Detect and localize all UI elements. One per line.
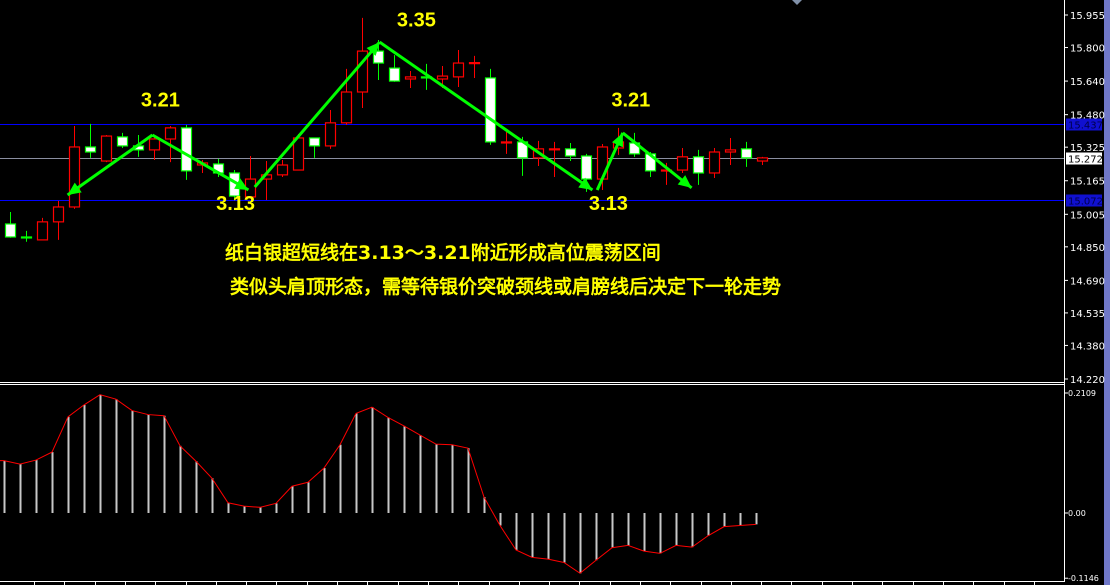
candle-down (4, 223, 17, 238)
candle-up (676, 156, 689, 171)
arrow-head-icon (578, 177, 593, 190)
y-tick-label: 15.955 (1070, 11, 1105, 22)
price-badge-label: 15.272 (1068, 155, 1103, 166)
candle-up (548, 148, 561, 151)
candle-down (740, 148, 753, 159)
price-annotation: 3.13 (216, 193, 255, 215)
histogram-line (0, 394, 757, 574)
candle-down (116, 136, 129, 147)
candle-up (452, 62, 465, 78)
y-tick-label: 14.850 (1070, 243, 1105, 254)
arrow-head-icon (234, 178, 249, 190)
trend-arrow (378, 40, 594, 192)
candle-down (84, 146, 97, 153)
trend-arrow (621, 131, 693, 190)
arrow-head-icon (366, 42, 380, 56)
y-tick-label: 15.800 (1070, 44, 1105, 55)
price-annotation: 3.13 (589, 193, 628, 215)
candle-up (68, 146, 81, 208)
candle-down (308, 137, 321, 147)
y-tick-label: 14.220 (1070, 375, 1105, 386)
note-line-2: 类似头肩顶形态，需等待银价突破颈线或肩膀线后决定下一轮走势 (230, 275, 781, 298)
candle-up (148, 138, 161, 151)
candle-up (596, 146, 609, 180)
y-tick-label: 14.535 (1070, 309, 1105, 320)
candle-up (436, 75, 449, 80)
arrow-head-icon (67, 182, 82, 196)
candle-up (36, 221, 49, 241)
candle-down (484, 77, 497, 143)
indicator-tick-label: 0.00 (1068, 509, 1086, 518)
candle-up (340, 91, 353, 124)
candle-down (692, 156, 705, 174)
candle-down (388, 67, 401, 82)
y-tick-label: 15.005 (1070, 210, 1105, 221)
trend-arrow (253, 41, 381, 189)
candle-up (404, 76, 417, 80)
candle-up (724, 149, 737, 153)
trend-arrow (151, 133, 250, 192)
candle-down (180, 127, 193, 172)
price-annotation: 3.35 (397, 10, 436, 32)
right-scroll-strip[interactable] (1104, 0, 1110, 585)
y-tick-label: 14.690 (1070, 276, 1105, 287)
y-tick-label: 15.480 (1070, 111, 1105, 122)
price-badge (1066, 118, 1102, 131)
price-badge-label: 15.437 (1068, 121, 1103, 132)
candle-up (276, 164, 289, 176)
note-line-1: 纸白银超短线在3.13～3.21附近形成高位震荡区间 (225, 241, 661, 264)
price-badge-label: 15.072 (1068, 197, 1103, 208)
candle-down (580, 155, 593, 180)
candle-up (164, 127, 177, 140)
candle-up (324, 122, 337, 147)
candle-up (100, 135, 113, 162)
candle-up (500, 141, 513, 144)
y-tick-label: 14.380 (1070, 341, 1105, 352)
trend-arrow (66, 133, 154, 197)
chart-shift-marker-icon[interactable] (792, 0, 802, 5)
candle-up (468, 62, 481, 65)
price-badge (1066, 152, 1102, 165)
y-tick-label: 15.165 (1070, 177, 1105, 188)
price-annotation: 3.21 (141, 90, 180, 112)
candle-up (52, 206, 65, 223)
candle-up (356, 50, 369, 93)
indicator-tick-label: 0.2109 (1068, 389, 1096, 398)
price-annotation: 3.21 (611, 90, 650, 112)
candle-up (708, 151, 721, 174)
arrow-head-icon (612, 132, 623, 148)
price-badge (1066, 194, 1102, 207)
candle-up (756, 157, 769, 162)
y-tick-label: 15.325 (1070, 143, 1105, 154)
candle-down (20, 236, 33, 239)
candle-down (372, 50, 385, 64)
candle-down (564, 148, 577, 157)
y-tick-label: 15.640 (1070, 77, 1105, 88)
arrow-head-icon (677, 175, 692, 188)
candle-up (292, 137, 305, 171)
indicator-tick-label: -0.1146 (1068, 574, 1099, 583)
